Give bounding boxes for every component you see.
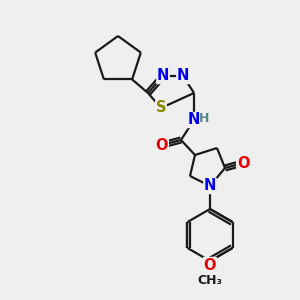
Text: O: O — [156, 137, 168, 152]
Text: N: N — [177, 68, 189, 83]
Text: N: N — [204, 178, 216, 194]
Text: N: N — [157, 68, 169, 83]
Text: H: H — [199, 112, 209, 124]
Text: CH₃: CH₃ — [197, 274, 223, 287]
Text: O: O — [237, 155, 249, 170]
Text: S: S — [156, 100, 166, 116]
Text: N: N — [188, 112, 200, 128]
Text: O: O — [204, 257, 216, 272]
